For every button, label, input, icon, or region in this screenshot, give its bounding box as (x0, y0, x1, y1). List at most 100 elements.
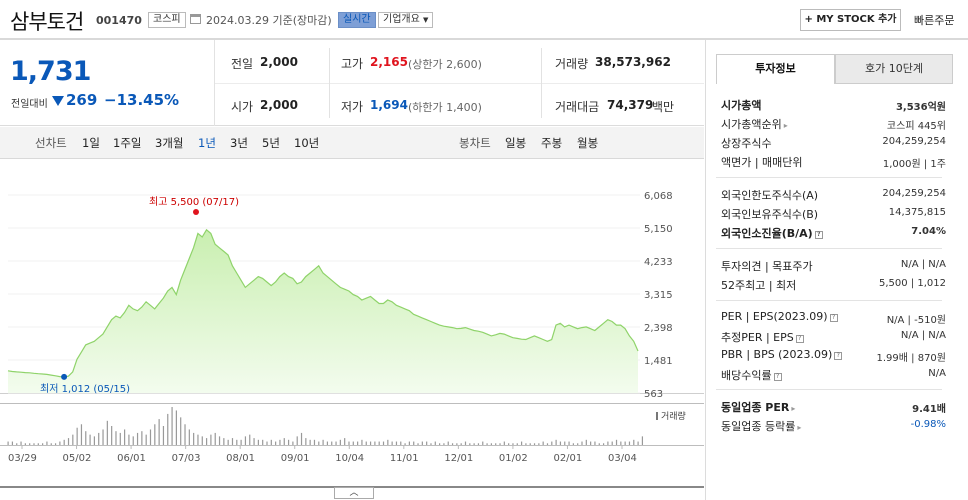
volume-bar (184, 424, 186, 445)
tab-1y[interactable]: 1년 (198, 136, 216, 150)
tab-3m[interactable]: 3개월 (155, 136, 184, 150)
x-tick-label: 05/02 (63, 453, 92, 464)
quick-order-link[interactable]: 빠른주문 (914, 14, 955, 27)
volume-bar (421, 441, 423, 445)
volume-bar (326, 441, 329, 445)
x-tick-label: 12/01 (444, 453, 473, 464)
volume-bar (145, 434, 147, 445)
expand-chart-button[interactable]: ︿ (334, 487, 374, 499)
volume-bar (572, 443, 574, 445)
volume-bar (214, 432, 216, 445)
y-tick-label: 1,481 (644, 356, 673, 367)
volume-bar (525, 443, 527, 445)
tab-10y[interactable]: 10년 (294, 136, 320, 150)
x-tick-label: 10/04 (335, 453, 364, 464)
volume-bar (16, 443, 18, 445)
tab-5y[interactable]: 5년 (262, 136, 280, 150)
par-label: 액면가 | 매매단위 (721, 156, 803, 169)
volume-bar (598, 443, 600, 445)
invest-info-panel: 투자정보 호가 10단계 시가총액 3,536억원 시가총액순위 ▸ 코스피 44… (705, 40, 968, 500)
help-icon[interactable]: ? (814, 231, 823, 239)
volume-bar (624, 441, 626, 445)
volume-bar (439, 443, 441, 445)
tab-weekly-candle[interactable]: 주봉 (541, 136, 563, 150)
lower-limit: (하한가 1,400) (408, 101, 482, 114)
chevron-down-icon: ▼ (423, 16, 429, 24)
divider (716, 177, 942, 178)
volume-bar (378, 441, 380, 445)
price-change-pct: −13.45% (104, 91, 180, 109)
market-cap-value: 3,536억원 (895, 102, 946, 113)
volume-bar (287, 439, 290, 445)
industry-change-label-text: 동일업종 등락률 (721, 420, 796, 433)
volume-bar (564, 441, 566, 445)
price-chart[interactable]: 6,068 5,150 4,233 3,315 2,398 1,481 563 03/29 05… (0, 160, 704, 486)
volume-bar (486, 443, 488, 445)
tab-3y[interactable]: 3년 (230, 136, 248, 150)
volume-bar (93, 436, 96, 445)
foreign-hold-value: 14,375,815 (888, 207, 946, 218)
volume-label: 거래량 (555, 57, 589, 71)
volume-bar (538, 443, 540, 445)
foreign-limit-label: 외국인한도주식수(A) (721, 189, 819, 202)
x-tick-label: 08/01 (226, 453, 255, 464)
divider (716, 389, 942, 390)
x-tick-label: 01/02 (499, 453, 528, 464)
tab-daily-candle[interactable]: 일봉 (505, 136, 527, 150)
volume-bar (426, 441, 428, 445)
market-rank-value: 코스피 445위 (886, 121, 946, 132)
volume-bar (305, 438, 307, 445)
prev-close-value: 2,000 (260, 55, 298, 69)
volume-bar (633, 439, 635, 445)
tab-orderbook[interactable]: 호가 10단계 (835, 54, 953, 84)
volume-bar (279, 439, 281, 445)
help-icon[interactable]: ? (773, 373, 782, 381)
volume-bar (387, 439, 389, 445)
tab-monthly-candle[interactable]: 월봉 (577, 136, 599, 150)
tab-1w[interactable]: 1주일 (113, 136, 142, 150)
market-rank-label: 시가총액순위 ▸ (721, 116, 788, 132)
stock-code: 001470 (96, 14, 142, 27)
foreign-ratio-label: 외국인소진율(B/A)? (721, 225, 823, 241)
volume-bar (464, 441, 467, 445)
volume-bar (374, 441, 376, 445)
volume-bar (223, 438, 225, 445)
realtime-button[interactable]: 실시간 (338, 12, 376, 28)
volume-bar (275, 441, 277, 445)
volume-bar (559, 441, 562, 445)
volume-bar (262, 439, 264, 445)
tab-invest-info[interactable]: 투자정보 (716, 54, 835, 84)
volume-bar (413, 441, 415, 445)
volume-bar (395, 441, 398, 445)
volume-bar (357, 441, 359, 445)
volume-bar (546, 443, 549, 445)
x-tick-label: 07/03 (172, 453, 201, 464)
est-per-label: 추정PER | EPS? (721, 329, 804, 345)
x-tick-label: 06/01 (117, 453, 146, 464)
company-overview-dropdown[interactable]: 기업개요 ▼ (378, 12, 434, 28)
tab-1d[interactable]: 1일 (82, 136, 100, 150)
open-value: 2,000 (260, 98, 298, 112)
volume-bar (577, 443, 579, 445)
help-icon[interactable]: ? (834, 352, 843, 360)
volume-bar (37, 443, 39, 445)
per-label-text: PER | EPS(2023.09) (721, 310, 828, 323)
volume-bar (119, 432, 121, 445)
volume-bar (417, 443, 419, 445)
upper-limit: (상한가 2,600) (408, 58, 482, 71)
volume-bar (106, 420, 108, 445)
down-arrow-icon (52, 96, 64, 106)
volume-bar (456, 443, 458, 445)
volume-bar (218, 436, 221, 445)
as-of-date: 2024.03.29 기준(장마감) (206, 14, 332, 27)
help-icon[interactable]: ? (795, 335, 804, 343)
x-tick-label: 11/01 (390, 453, 419, 464)
week52-label: 52주최고 | 최저 (721, 279, 797, 292)
add-mystock-button[interactable]: + MY STOCK 추가 (800, 9, 901, 31)
volume-bar (283, 438, 285, 445)
help-icon[interactable]: ? (829, 314, 838, 322)
y-tick-label: 2,398 (644, 323, 673, 334)
volume-bar (236, 439, 238, 445)
price-change: 269 (66, 91, 98, 109)
y-tick-label: 6,068 (644, 191, 673, 202)
